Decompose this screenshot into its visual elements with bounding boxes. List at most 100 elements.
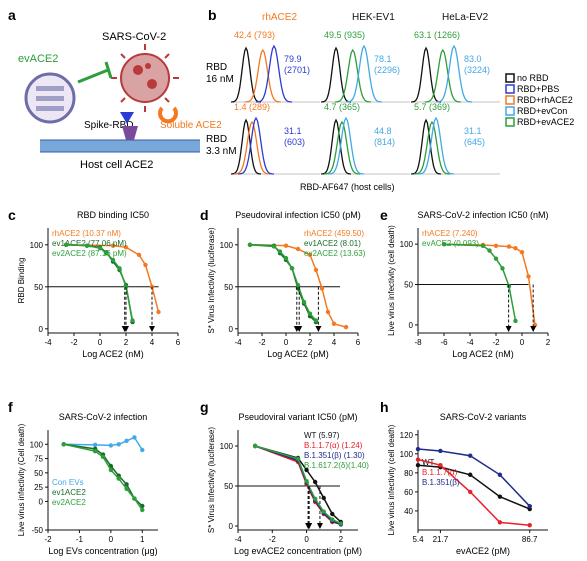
virus-icon bbox=[111, 44, 179, 112]
data-point-d-0-6 bbox=[325, 309, 331, 315]
x-tick-label-e-0: -8 bbox=[414, 338, 422, 347]
ev-label: evACE2 bbox=[18, 53, 58, 65]
flow-curve-rbd bbox=[435, 44, 473, 103]
x-label-g: Log evACE2 concentration (pM) bbox=[234, 546, 362, 556]
ic50-arrow-d-2 bbox=[296, 326, 303, 332]
y-tick-label-d-0: 0 bbox=[229, 325, 234, 334]
x-tick-label-d-5: 6 bbox=[356, 338, 361, 347]
chart-title-f: SARS-CoV-2 infection bbox=[59, 412, 148, 422]
y-tick-label-c-0: 0 bbox=[39, 325, 44, 334]
flow-curve-ace2 bbox=[323, 120, 361, 175]
soluble-label: Soluble ACE2 bbox=[160, 120, 222, 131]
data-point-d-2-2 bbox=[277, 249, 283, 254]
flow-stat2b-0-1: (2296) bbox=[374, 65, 400, 75]
panel-letter-c: c bbox=[8, 207, 16, 223]
flow-curve-ace2 bbox=[424, 48, 461, 103]
flow-legend-swatch-1 bbox=[505, 84, 515, 94]
data-point-h-2-4 bbox=[527, 503, 532, 509]
flow-col-header-2: HeLa-EV2 bbox=[442, 12, 489, 23]
legend-label-e-1: evACE2 (0.093) bbox=[422, 239, 479, 248]
flow-histogram-1-2 bbox=[410, 116, 500, 175]
data-point-d-2-0 bbox=[247, 242, 253, 247]
y-tick-label-f-4: 75 bbox=[34, 455, 43, 464]
data-point-g-3-5 bbox=[330, 517, 335, 522]
y-tick-label-e-2: 100 bbox=[400, 240, 414, 249]
legend-label-d-2: ev2ACE2 (13.63) bbox=[304, 249, 366, 258]
flow-curve-no-rbd bbox=[410, 118, 442, 175]
chart-d: d Pseudoviral infection IC50 (pM) -4 -2 0 2 4 6… bbox=[200, 207, 366, 359]
y-tick-label-h-1: 60 bbox=[404, 488, 413, 497]
x-label-e: Log ACE2 (nM) bbox=[452, 349, 514, 359]
legend-label-f-2: ev2ACE2 bbox=[52, 498, 86, 507]
data-point-g-3-6 bbox=[338, 521, 344, 526]
data-point-d-2-3 bbox=[283, 256, 289, 261]
data-point-c-2-2 bbox=[97, 245, 103, 251]
flow-stat-1-0: 1.4 (289) bbox=[234, 102, 270, 112]
legend-label-f-0: Con EVs bbox=[52, 478, 84, 487]
flow-histogram-0-2 bbox=[410, 44, 500, 103]
x-tick-label-c-5: 6 bbox=[176, 338, 181, 347]
y-tick-label-f-3: 50 bbox=[34, 469, 43, 478]
flow-legend-swatch-4 bbox=[505, 117, 515, 127]
ic50-arrow-d-0 bbox=[315, 326, 322, 332]
flow-curve-rbd bbox=[237, 116, 275, 175]
x-label-h: evACE2 (pM) bbox=[456, 546, 510, 556]
legend-label-c-1: ev1ACE2 (77.06 pM) bbox=[52, 239, 127, 248]
y-tick-label-e-0: 0 bbox=[409, 321, 414, 330]
flow-stat2-1-2: 31.1 bbox=[464, 126, 482, 136]
x-tick-label-g-1: -2 bbox=[269, 535, 277, 544]
spike-rbd-icon bbox=[120, 112, 134, 124]
flow-legend-label-3: RBD+evCon bbox=[517, 106, 567, 116]
data-point-f-2-2 bbox=[100, 454, 106, 460]
flow-legend-label-4: RBD+evACE2 bbox=[517, 117, 574, 127]
flow-stat2b-0-2: (3224) bbox=[464, 65, 490, 75]
data-point-h-2-1 bbox=[438, 448, 443, 454]
y-tick-label-f-1: 0 bbox=[39, 497, 44, 506]
x-tick-label-f-0: -2 bbox=[44, 535, 52, 544]
data-point-e-0-5 bbox=[519, 250, 525, 255]
x-tick-label-g-2: 0 bbox=[304, 535, 309, 544]
x-tick-label-d-0: -4 bbox=[234, 338, 242, 347]
ic50-arrow-e-0 bbox=[530, 326, 537, 332]
chart-title-h: SARS-CoV-2 variants bbox=[440, 412, 527, 422]
legend-label-g-1: B.1.1.7(α) (1.24) bbox=[304, 441, 363, 450]
data-point-g-0-5 bbox=[330, 511, 335, 517]
flow-col-header-1: HEK-EV1 bbox=[352, 12, 395, 23]
legend-label-e-0: rhACE2 (7.240) bbox=[422, 229, 478, 238]
data-point-f-2-7 bbox=[140, 507, 145, 513]
data-point-h-0-3 bbox=[497, 494, 503, 499]
flow-histogram-0-0 bbox=[230, 44, 320, 103]
data-point-d-0-5 bbox=[319, 286, 325, 291]
flow-stat-1-2: 5.7 (369) bbox=[414, 102, 450, 112]
x-tick-label-g-3: 2 bbox=[339, 535, 344, 544]
flow-legend-label-2: RBD+rhACE2 bbox=[517, 95, 573, 105]
data-point-c-2-1 bbox=[84, 243, 90, 248]
data-point-h-2-2 bbox=[468, 453, 473, 458]
data-point-c-0-6 bbox=[156, 309, 161, 315]
data-point-e-1-3 bbox=[493, 256, 499, 261]
flow-stat-1-1: 4.7 (365) bbox=[324, 102, 360, 112]
data-point-d-0-8 bbox=[343, 324, 349, 330]
membrane-icon bbox=[40, 139, 200, 153]
data-point-h-2-0 bbox=[415, 446, 421, 452]
legend-label-g-0: WT (5.97) bbox=[304, 431, 340, 440]
ic50-arrow-g-3 bbox=[306, 523, 313, 529]
legend-label-g-3: B.1.617.2(δ)(1.40) bbox=[304, 461, 369, 470]
chart-title-e: SARS-CoV-2 infection IC50 (nM) bbox=[417, 210, 548, 220]
data-point-e-1-2 bbox=[487, 248, 492, 253]
flow-curve-rbd bbox=[327, 116, 365, 175]
data-point-f-0-4 bbox=[124, 438, 129, 444]
panel-letter-e: e bbox=[380, 207, 388, 223]
legend-label-f-1: ev1ACE2 bbox=[52, 488, 86, 497]
flow-curve-ace2 bbox=[413, 120, 451, 175]
x-tick-label-e-1: -6 bbox=[440, 338, 448, 347]
flow-row-label-0-0: RBD bbox=[206, 62, 227, 73]
data-point-f-0-2 bbox=[108, 443, 114, 448]
flow-curve-rbd bbox=[255, 44, 293, 103]
flow-curve-rbd bbox=[417, 116, 455, 175]
x-tick-label-h-2: 86.7 bbox=[522, 535, 538, 544]
panel-letter-d: d bbox=[200, 207, 209, 223]
chart-e: e SARS-CoV-2 infection IC50 (nM) -8 -6 -4 -2 0… bbox=[380, 207, 551, 359]
